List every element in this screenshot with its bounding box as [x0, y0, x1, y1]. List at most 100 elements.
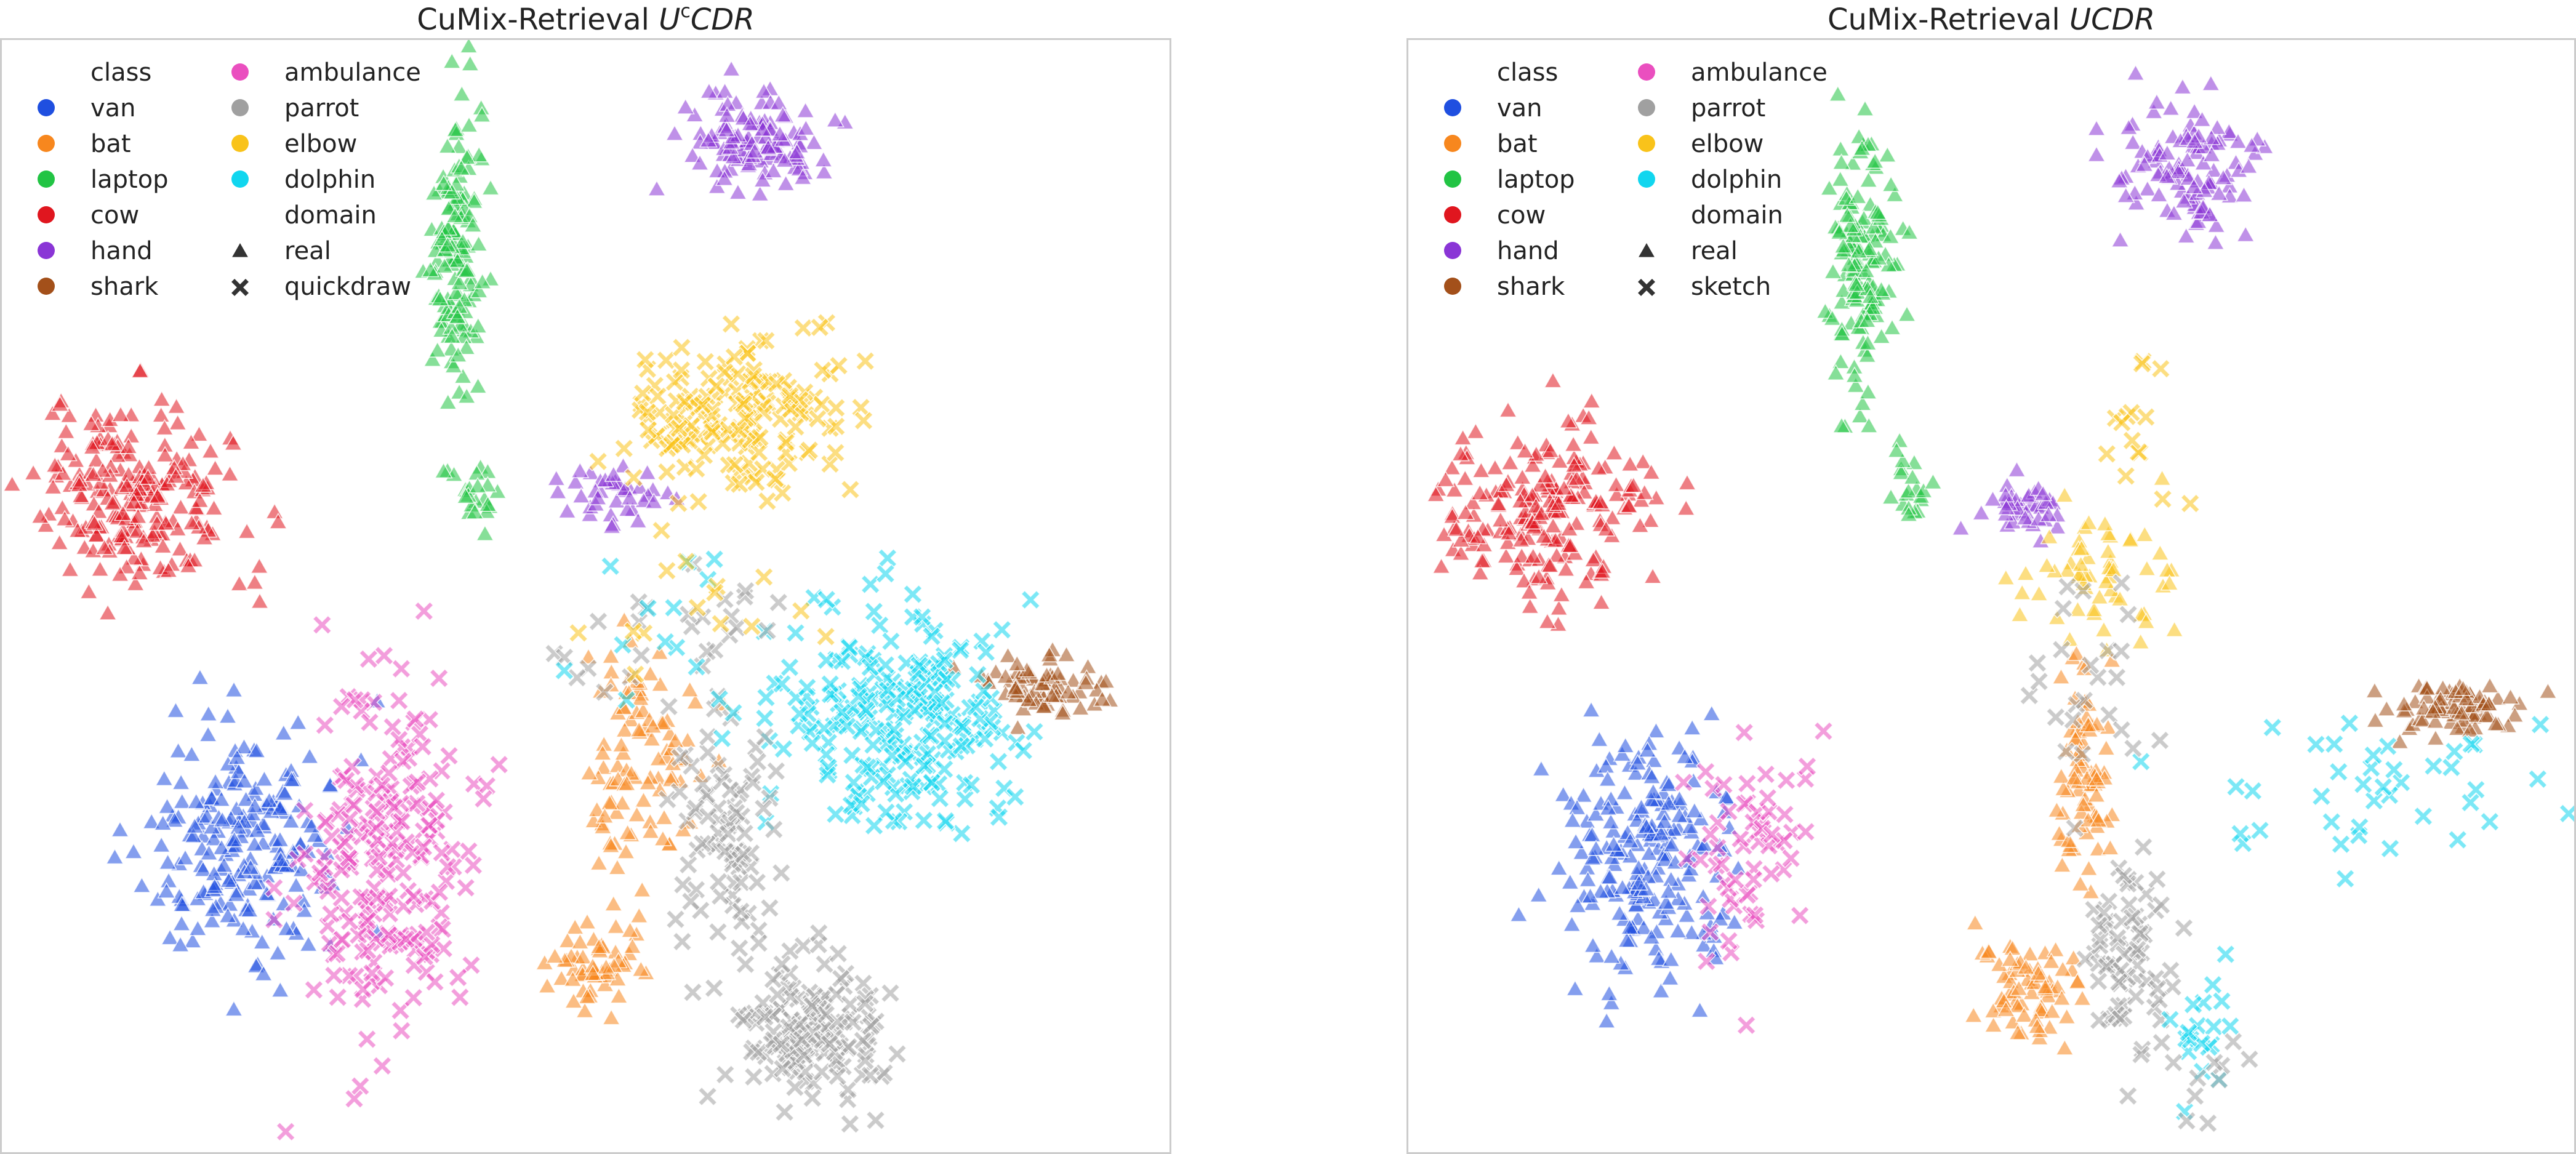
point-ambulance-quickdraw: [357, 1029, 377, 1049]
point-dolphin-sketch: [2329, 761, 2349, 782]
point-dolphin-quickdraw: [839, 638, 860, 658]
point-ambulance-quickdraw: [450, 987, 470, 1008]
point-ambulance-sketch: [1761, 863, 1781, 884]
point-laptop-real: [1832, 153, 1851, 170]
point-bat-real: [641, 822, 660, 839]
point-van-real: [1613, 878, 1632, 895]
point-dolphin-quickdraw: [951, 736, 971, 756]
point-van-real: [1637, 817, 1656, 835]
point-cow-real: [1453, 428, 1472, 446]
point-dolphin-quickdraw: [877, 694, 897, 715]
point-elbow-quickdraw: [744, 366, 764, 386]
point-cow-real: [1432, 557, 1451, 574]
point-ambulance-quickdraw: [447, 967, 468, 988]
point-van-real: [171, 936, 190, 953]
point-bat-real: [2042, 1002, 2062, 1019]
legend-marker-laptop: [38, 170, 55, 188]
point-laptop-real: [1831, 140, 1850, 157]
point-cow-real: [171, 540, 190, 557]
point-ambulance-sketch: [1762, 824, 1782, 844]
point-shark-real: [1019, 690, 1038, 707]
point-van-real: [252, 932, 271, 950]
point-ambulance-quickdraw: [264, 910, 284, 930]
legend-title-class: class: [1497, 58, 1558, 87]
point-bat-real: [2036, 977, 2055, 995]
point-hand-real: [2164, 204, 2184, 221]
point-dolphin-quickdraw: [902, 584, 923, 604]
point-hand-real: [2138, 180, 2157, 197]
point-bat-real: [2052, 668, 2071, 684]
point-ambulance-sketch: [1796, 822, 1816, 842]
point-shark-real: [2365, 681, 2385, 699]
point-parrot-quickdraw: [755, 727, 775, 747]
point-dolphin-sketch: [2324, 734, 2345, 755]
point-cow-real: [1485, 459, 1505, 476]
point-dolphin-quickdraw: [1013, 740, 1033, 761]
point-dolphin-quickdraw: [600, 556, 620, 577]
point-parrot-quickdraw: [780, 941, 800, 961]
point-van-real: [172, 895, 191, 912]
point-bat-real: [608, 858, 627, 875]
point-parrot-sketch: [2064, 818, 2085, 838]
point-laptop-real: [1861, 287, 1880, 304]
point-laptop-real: [1841, 216, 1860, 233]
point-cow-real: [1520, 583, 1539, 600]
point-parrot-quickdraw: [748, 1042, 769, 1062]
point-dolphin-quickdraw: [921, 626, 942, 647]
point-laptop-real: [457, 338, 476, 355]
point-elbow-real: [2095, 515, 2114, 532]
point-bat-real: [651, 675, 670, 692]
point-hand-real: [796, 119, 816, 136]
point-parrot-quickdraw: [588, 611, 609, 631]
point-cow-real: [1451, 544, 1471, 561]
point-hand-real: [2174, 191, 2194, 209]
point-shark-real: [2405, 692, 2425, 710]
point-hand-real: [571, 462, 590, 478]
point-ambulance-sketch: [1797, 756, 1818, 777]
point-cow-real: [1426, 485, 1445, 502]
point-hand-real: [2177, 226, 2196, 244]
point-ambulance-quickdraw: [336, 770, 356, 791]
point-hand-real: [2157, 143, 2177, 161]
point-dolphin-sketch: [2558, 803, 2574, 824]
point-parrot-quickdraw: [665, 909, 686, 929]
point-cow-real: [1541, 441, 1560, 459]
point-parrot-quickdraw: [692, 833, 713, 854]
point-elbow-quickdraw: [753, 567, 774, 587]
point-dolphin-quickdraw: [797, 677, 817, 698]
point-elbow-quickdraw: [729, 474, 750, 494]
point-parrot-quickdraw: [734, 823, 755, 844]
point-van-real: [270, 830, 290, 847]
point-cow-real: [1474, 535, 1494, 553]
point-cow-real: [152, 390, 171, 407]
point-cow-real: [250, 592, 270, 609]
point-laptop-real: [1881, 227, 1900, 244]
point-bat-real: [2055, 1038, 2074, 1056]
point-van-real: [1563, 811, 1582, 828]
point-bat-real: [2009, 979, 2029, 996]
point-parrot-sketch: [2111, 641, 2132, 662]
legend-label-dolphin: dolphin: [1691, 166, 1782, 194]
point-dolphin-quickdraw: [921, 772, 942, 793]
point-elbow-quickdraw: [638, 420, 659, 440]
point-cow-real: [1642, 463, 1661, 480]
point-laptop-real: [1885, 185, 1904, 202]
point-elbow-real: [2151, 543, 2170, 561]
point-cow-real: [1523, 456, 1543, 473]
point-van-real: [1583, 825, 1602, 843]
point-parrot-quickdraw: [843, 1012, 863, 1033]
point-parrot-quickdraw: [678, 854, 699, 875]
point-ambulance-quickdraw: [321, 904, 341, 924]
legend-label-parrot: parrot: [1691, 94, 1765, 122]
point-laptop-real: [420, 260, 440, 278]
point-elbow-real: [2157, 561, 2177, 578]
point-laptop-real: [1914, 481, 1933, 499]
point-laptop-real: [457, 387, 476, 404]
point-cow-real: [54, 464, 73, 481]
point-cow-real: [115, 538, 134, 555]
point-dolphin-quickdraw: [1005, 787, 1025, 807]
point-van-real: [281, 812, 300, 829]
point-parrot-sketch: [2097, 956, 2117, 977]
point-cow-real: [1507, 559, 1527, 576]
point-shark-real: [2365, 711, 2385, 728]
